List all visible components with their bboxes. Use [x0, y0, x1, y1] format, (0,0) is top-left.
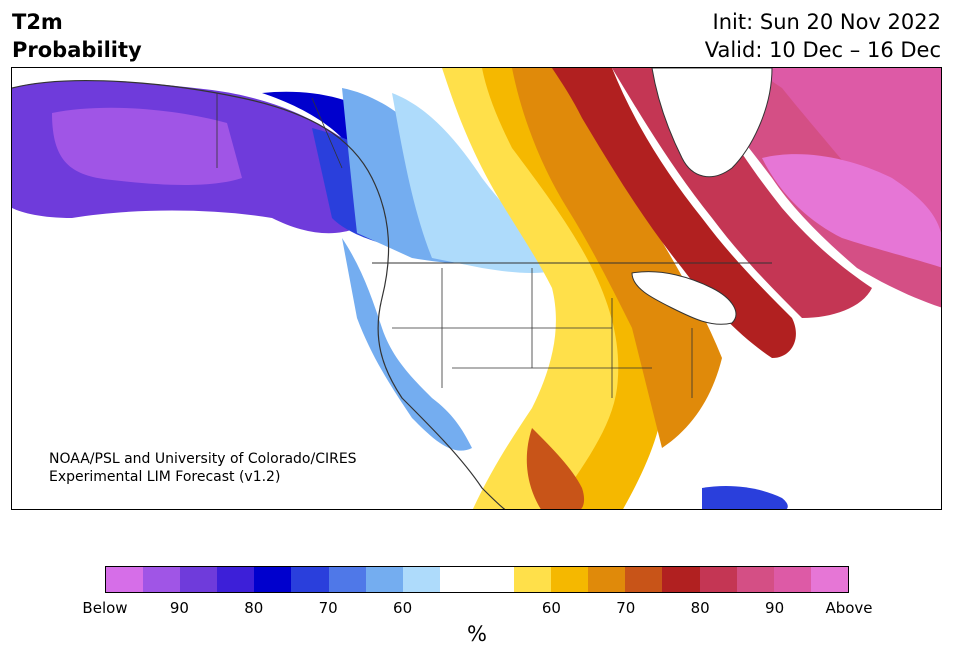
map-svg	[12, 68, 941, 509]
colorbar-tick-label: 70	[616, 599, 636, 617]
init-date: Init: Sun 20 Nov 2022	[712, 10, 941, 34]
colorbar	[105, 566, 849, 593]
colorbar-tick-label: Below	[82, 599, 128, 617]
chart-title: T2m Probability	[12, 8, 142, 64]
colorbar-segment	[180, 567, 218, 592]
colorbar-segment	[439, 567, 477, 592]
valid-date: Valid: 10 Dec – 16 Dec	[704, 38, 941, 62]
colorbar-segment	[106, 567, 144, 592]
colorbar-tick-label: 80	[244, 599, 264, 617]
colorbar-segment	[143, 567, 181, 592]
colorbar-segment	[662, 567, 700, 592]
colorbar-tick-label: 60	[393, 599, 413, 617]
colorbar-segment	[551, 567, 589, 592]
colorbar-segment	[810, 567, 848, 592]
title-line-1: T2m	[12, 10, 63, 34]
colorbar-segment	[365, 567, 403, 592]
colorbar-segment	[736, 567, 774, 592]
colorbar-segment	[625, 567, 663, 592]
colorbar-tick-label: 90	[169, 599, 189, 617]
colorbar-tick-label: 70	[318, 599, 338, 617]
colorbar-segment	[254, 567, 292, 592]
zone-orange	[512, 68, 722, 448]
colorbar-segment	[514, 567, 552, 592]
probability-map	[11, 67, 942, 510]
colorbar-segment	[402, 567, 440, 592]
zone-gold	[482, 68, 665, 509]
colorbar-segment	[328, 567, 366, 592]
credit-line-1: NOAA/PSL and University of Colorado/CIRE…	[49, 451, 357, 467]
colorbar-tick-label: 80	[690, 599, 710, 617]
colorbar-segment	[699, 567, 737, 592]
colorbar-segment	[217, 567, 255, 592]
zone-cuba	[702, 486, 788, 509]
zone-orchid	[762, 154, 941, 268]
colorbar-segment	[588, 567, 626, 592]
colorbar-unit: %	[467, 622, 487, 646]
credit-text: NOAA/PSL and University of Colorado/CIRE…	[49, 450, 357, 486]
zone-yellow	[442, 68, 636, 509]
zone-violet	[52, 107, 242, 185]
zone-red	[552, 68, 796, 358]
zone-westcoast	[342, 238, 472, 451]
colorbar-segment	[773, 567, 811, 592]
colorbar-tick-label: 60	[541, 599, 561, 617]
zone-burnt	[526, 428, 585, 509]
credit-line-2: Experimental LIM Forecast (v1.2)	[49, 469, 281, 485]
title-line-2: Probability	[12, 38, 142, 62]
colorbar-segment	[476, 567, 515, 592]
colorbar-segment	[291, 567, 329, 592]
colorbar-tick-label: Above	[825, 599, 873, 617]
forecast-dates: Init: Sun 20 Nov 2022 Valid: 10 Dec – 16…	[705, 8, 941, 64]
colorbar-tick-label: 90	[765, 599, 785, 617]
